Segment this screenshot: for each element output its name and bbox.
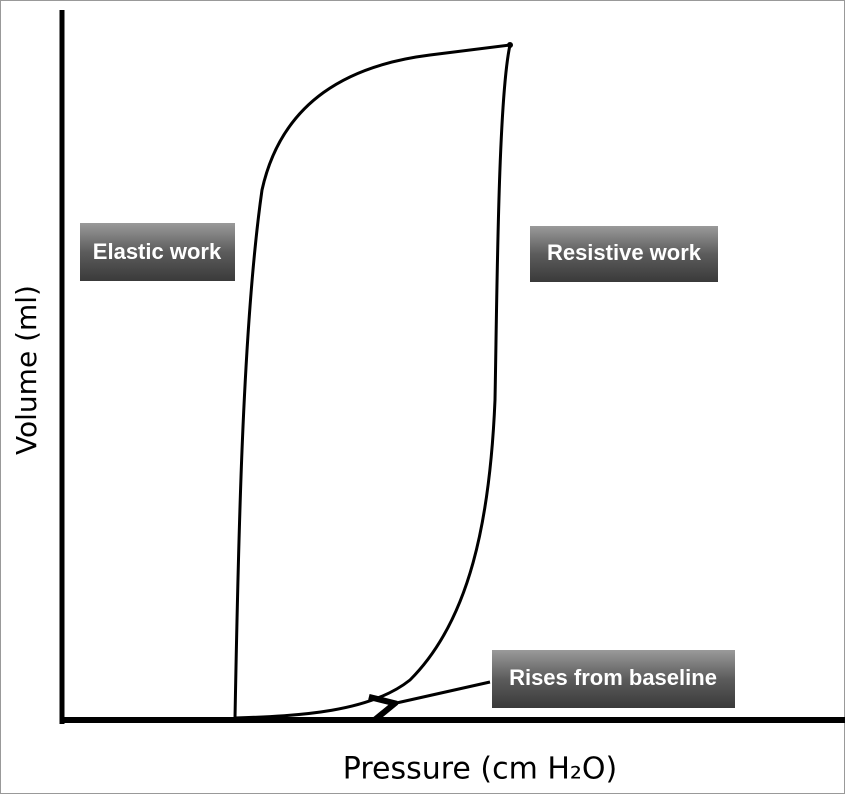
elastic-box xyxy=(80,223,235,281)
baseline-box xyxy=(492,650,735,708)
baseline-label: Rises from baseline xyxy=(509,665,717,690)
y-axis-label: Volume (ml) xyxy=(10,285,43,455)
loop-end xyxy=(507,42,513,48)
resistive-box xyxy=(530,226,718,282)
x-axis-label: Pressure (cm H₂O) xyxy=(343,752,618,787)
pv-loop xyxy=(233,43,512,720)
resistive-label: Resistive work xyxy=(547,240,702,265)
elastic-label: Elastic work xyxy=(93,239,222,264)
arrow xyxy=(392,680,491,704)
